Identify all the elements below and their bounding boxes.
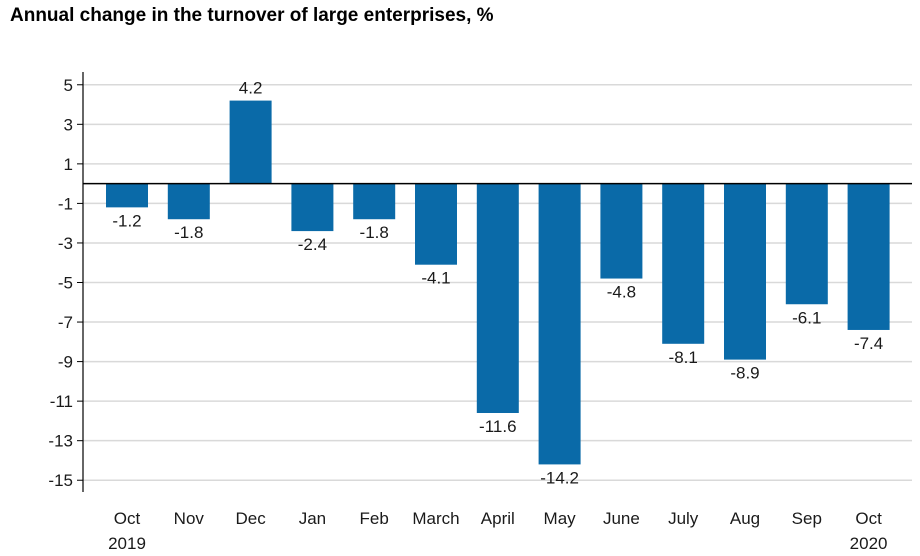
x-tick-label: Feb bbox=[360, 509, 389, 528]
bar bbox=[167, 183, 210, 220]
data-label: -7.4 bbox=[854, 334, 883, 353]
y-tick-label: -11 bbox=[50, 392, 73, 411]
y-tick-label: 5 bbox=[64, 76, 73, 95]
x-tick-label: Sep bbox=[792, 509, 822, 528]
data-label: -4.1 bbox=[421, 269, 450, 288]
data-label: -1.8 bbox=[360, 223, 389, 242]
data-label: -2.4 bbox=[298, 235, 327, 254]
y-tick-label: -7 bbox=[58, 313, 73, 332]
x-tick-label: May bbox=[544, 509, 577, 528]
bar bbox=[785, 183, 828, 305]
bar bbox=[229, 100, 272, 184]
data-label: -1.8 bbox=[174, 223, 203, 242]
data-label: -11.6 bbox=[479, 417, 517, 436]
data-label: -6.1 bbox=[792, 308, 821, 327]
x-tick-sublabel: 2020 bbox=[850, 534, 888, 553]
x-tick-label: April bbox=[481, 509, 515, 528]
x-tick-label: July bbox=[668, 509, 699, 528]
x-tick-sublabel: 2019 bbox=[108, 534, 146, 553]
x-tick-label: Aug bbox=[730, 509, 760, 528]
bar bbox=[600, 183, 643, 279]
x-tick-label: Nov bbox=[174, 509, 205, 528]
bar bbox=[724, 183, 766, 360]
bar bbox=[415, 183, 457, 265]
data-label: -1.2 bbox=[112, 211, 141, 230]
data-label: -14.2 bbox=[540, 468, 579, 487]
data-label: -4.8 bbox=[607, 283, 636, 302]
chart-title: Annual change in the turnover of large e… bbox=[10, 5, 494, 26]
y-tick-label: 1 bbox=[64, 155, 73, 174]
data-label: -8.1 bbox=[669, 348, 698, 367]
y-tick-label: -15 bbox=[48, 471, 73, 490]
x-tick-label: March bbox=[412, 509, 459, 528]
y-tick-label: -9 bbox=[58, 353, 73, 372]
y-tick-label: -5 bbox=[58, 274, 73, 293]
x-tick-label: Oct bbox=[114, 509, 141, 528]
bar bbox=[476, 183, 519, 413]
x-tick-label: June bbox=[603, 509, 640, 528]
y-tick-label: -13 bbox=[48, 432, 73, 451]
data-label: 4.2 bbox=[239, 79, 263, 98]
bar bbox=[662, 183, 705, 344]
y-tick-label: 3 bbox=[64, 115, 73, 134]
data-label: -8.9 bbox=[730, 364, 759, 383]
x-tick-label: Oct bbox=[855, 509, 882, 528]
bar bbox=[847, 183, 890, 330]
bar bbox=[106, 183, 148, 208]
bar bbox=[353, 183, 396, 220]
y-tick-label: -1 bbox=[58, 194, 73, 213]
bar bbox=[538, 183, 581, 465]
x-tick-label: Dec bbox=[235, 509, 266, 528]
x-tick-label: Jan bbox=[299, 509, 326, 528]
y-tick-label: -3 bbox=[58, 234, 73, 253]
bar bbox=[291, 183, 334, 232]
